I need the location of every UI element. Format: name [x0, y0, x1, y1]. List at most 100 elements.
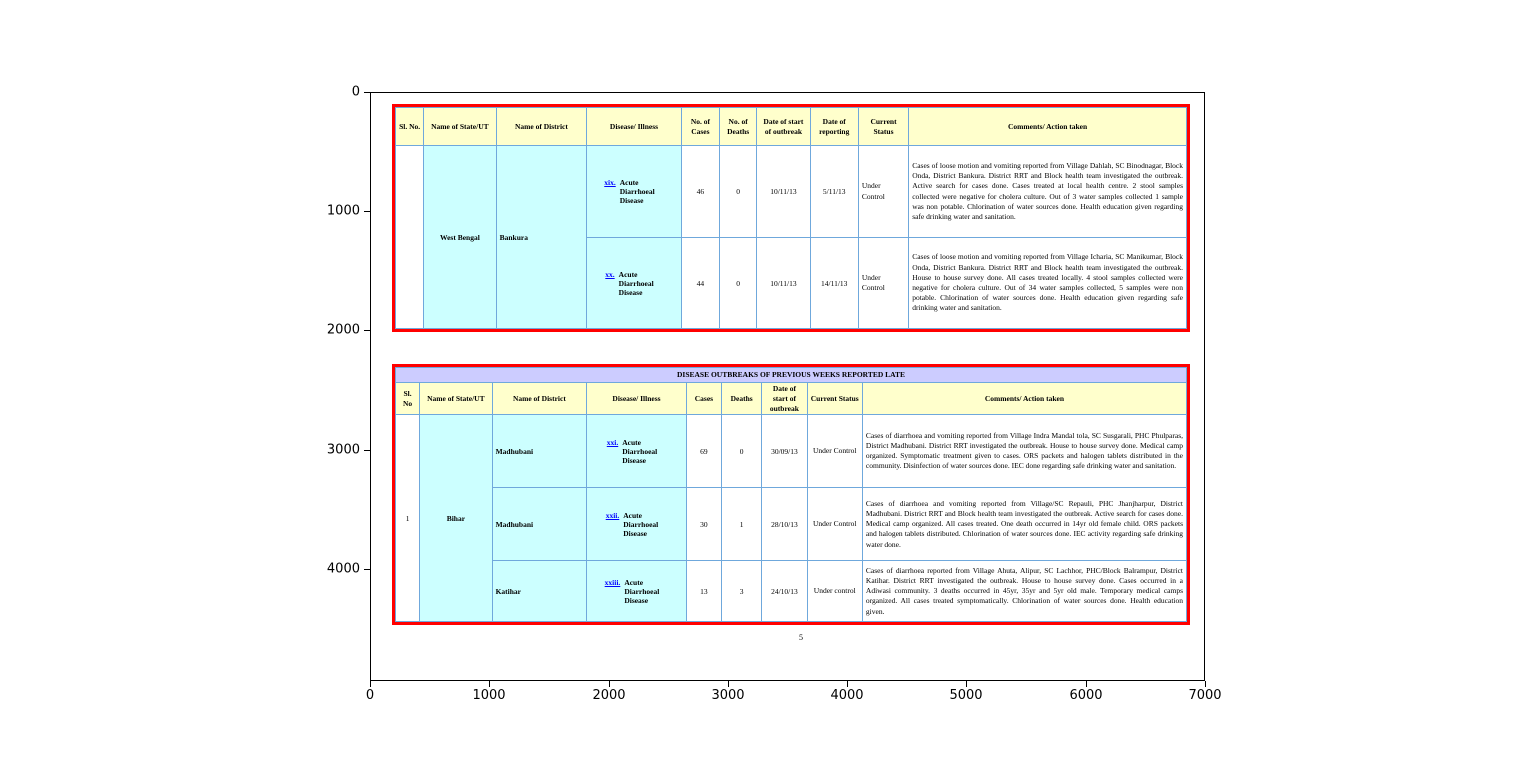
- deaths-cell: 0: [719, 145, 758, 238]
- x-tick-label: 6000: [1069, 688, 1103, 703]
- table-title: DISEASE OUTBREAKS OF PREVIOUS WEEKS REPO…: [395, 367, 1187, 383]
- y-tick-label: 3000: [326, 442, 360, 458]
- x-tick-mark: [370, 681, 371, 687]
- start-date-cell: 30/09/13: [761, 414, 808, 489]
- disease-cell: xxiii. Acute Diarrhoeal Disease: [586, 560, 687, 623]
- y-tick-label: 0: [351, 84, 360, 100]
- district-cell: Bankura: [495, 145, 588, 329]
- x-tick-mark: [489, 681, 490, 687]
- column-header-start: Date of start of outbreak: [761, 381, 808, 416]
- disease-number: xxi.: [606, 437, 619, 447]
- x-tick-mark: [966, 681, 967, 687]
- status-cell: Under control: [806, 560, 863, 623]
- column-header-deaths: Deaths: [721, 381, 763, 416]
- cases-cell: 13: [685, 560, 723, 623]
- column-header-disease: Disease/ Illness: [586, 107, 682, 146]
- y-tick-mark: [364, 211, 370, 212]
- comments-cell: Cases of diarrhoea and vomiting reported…: [861, 487, 1188, 562]
- y-tick-mark: [364, 92, 370, 93]
- cases-cell: 30: [685, 487, 723, 562]
- state-cell: Bihar: [419, 414, 493, 623]
- outbreak-table-late-wrapper: DISEASE OUTBREAKS OF PREVIOUS WEEKS REPO…: [392, 364, 1190, 626]
- deaths-cell: 1: [721, 487, 763, 562]
- table-row: Madhubani xxii. Acute Diarrhoeal Disease…: [396, 487, 1188, 562]
- start-date-cell: 10/11/13: [756, 145, 811, 238]
- comments-cell: Cases of loose motion and vomiting repor…: [908, 145, 1187, 238]
- outbreak-table-current-wrapper: Sl. No. Name of State/UT Name of Distric…: [392, 104, 1190, 332]
- page-number: 5: [799, 633, 803, 642]
- column-header-slno: Sl. No: [394, 381, 421, 416]
- x-tick-label: 4000: [830, 688, 864, 703]
- start-date-cell: 24/10/13: [761, 560, 808, 623]
- column-header-slno: Sl. No.: [394, 107, 425, 146]
- disease-number: xx.: [605, 269, 615, 279]
- disease-cell: xix. Acute Diarrhoeal Disease: [586, 145, 682, 238]
- comments-cell: Cases of diarrhoea and vomiting reported…: [861, 414, 1188, 489]
- table-row: xx. Acute Diarrhoeal Disease 44 0 10/11/…: [396, 237, 1187, 329]
- cases-cell: 46: [680, 145, 721, 238]
- table-row: West Bengal Bankura xix. Acute Diarrhoea…: [394, 145, 1187, 329]
- column-header-district: Name of District: [495, 107, 588, 146]
- table-row: Katihar xxiii. Acute Diarrhoeal Disease …: [396, 560, 1188, 623]
- x-tick-label: 2000: [592, 688, 626, 703]
- column-header-status: Current Status: [806, 381, 863, 416]
- x-tick-label: 3000: [711, 688, 745, 703]
- status-cell: Under Control: [806, 414, 863, 489]
- column-header-status: Current Status: [857, 107, 910, 146]
- disease-name: Acute Diarrhoeal Disease: [618, 269, 654, 297]
- y-tick-mark: [364, 330, 370, 331]
- disease-number: xxii.: [605, 510, 620, 520]
- column-header-disease: Disease/ Illness: [586, 381, 687, 416]
- column-header-cases: Cases: [685, 381, 723, 416]
- district-cell: Madhubani: [491, 414, 588, 489]
- x-tick-mark: [1205, 681, 1206, 687]
- outbreak-table-current: Sl. No. Name of State/UT Name of Distric…: [394, 107, 1187, 329]
- y-tick-label: 1000: [326, 203, 360, 219]
- x-tick-mark: [728, 681, 729, 687]
- comments-cell: Cases of diarrhoea reported from Village…: [861, 560, 1188, 623]
- comments-cell: Cases of loose motion and vomiting repor…: [908, 237, 1187, 329]
- table-row: 1 Bihar Madhubani xxi. Acute Diarrhoeal …: [394, 414, 1188, 623]
- slno-cell: 1: [394, 414, 421, 623]
- disease-name: Acute Diarrhoeal Disease: [623, 510, 659, 538]
- y-tick-mark: [364, 450, 370, 451]
- status-cell: Under Control: [857, 237, 910, 329]
- table-header-row: Sl. No. Name of State/UT Name of Distric…: [394, 107, 1187, 146]
- x-tick-label: 7000: [1188, 688, 1222, 703]
- district-cell: Madhubani: [491, 487, 588, 562]
- x-tick-mark: [847, 681, 848, 687]
- state-cell: West Bengal: [423, 145, 497, 329]
- deaths-cell: 0: [721, 414, 763, 489]
- column-header-state: Name of State/UT: [423, 107, 497, 146]
- disease-name: Acute Diarrhoeal Disease: [622, 437, 658, 465]
- column-header-comments: Comments/ Action taken: [861, 381, 1188, 416]
- x-tick-mark: [1086, 681, 1087, 687]
- column-header-reporting: Date of reporting: [809, 107, 859, 146]
- column-header-district: Name of District: [491, 381, 588, 416]
- disease-cell: xxi. Acute Diarrhoeal Disease: [586, 414, 687, 489]
- y-tick-label: 4000: [326, 561, 360, 577]
- deaths-cell: 3: [721, 560, 763, 623]
- column-header-start: Date of start of outbreak: [756, 107, 811, 146]
- x-tick-mark: [609, 681, 610, 687]
- disease-cell: xx. Acute Diarrhoeal Disease: [586, 237, 682, 329]
- column-header-state: Name of State/UT: [419, 381, 493, 416]
- column-header-cases: No. of Cases: [680, 107, 721, 146]
- disease-number: xix.: [604, 178, 616, 187]
- disease-number: xxiii.: [604, 577, 621, 587]
- table-title-row: DISEASE OUTBREAKS OF PREVIOUS WEEKS REPO…: [395, 367, 1187, 383]
- x-tick-label: 1000: [472, 688, 506, 703]
- disease-name: Acute Diarrhoeal Disease: [619, 178, 655, 205]
- column-header-deaths: No. of Deaths: [719, 107, 758, 146]
- disease-cell: xxii. Acute Diarrhoeal Disease: [586, 487, 687, 562]
- y-tick-mark: [364, 569, 370, 570]
- slno-cell: [394, 145, 425, 329]
- deaths-cell: 0: [719, 237, 758, 329]
- status-cell: Under Control: [857, 145, 910, 238]
- start-date-cell: 28/10/13: [761, 487, 808, 562]
- cases-cell: 44: [680, 237, 721, 329]
- status-cell: Under Control: [806, 487, 863, 562]
- outbreak-table-late: DISEASE OUTBREAKS OF PREVIOUS WEEKS REPO…: [394, 367, 1188, 623]
- reporting-date-cell: 5/11/13: [809, 145, 859, 238]
